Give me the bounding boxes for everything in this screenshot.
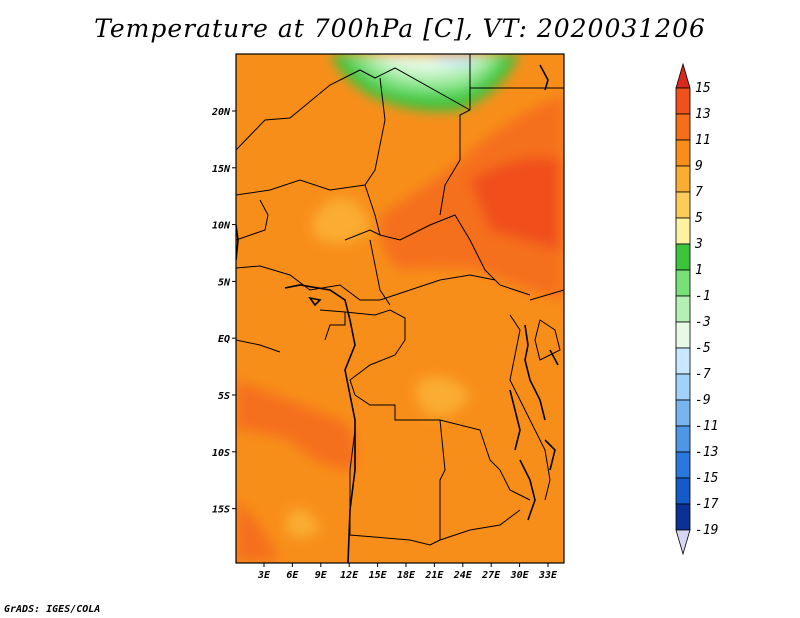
lat-tick-label: 20N <box>211 107 231 118</box>
colorbar-segment <box>675 321 691 349</box>
map-frame <box>235 53 565 564</box>
colorbar-label: -9 <box>695 393 711 408</box>
lat-tick-label: 10N <box>212 221 231 232</box>
colorbar-segment <box>675 217 691 245</box>
colorbar-segment <box>675 139 691 167</box>
colorbar-segment <box>675 503 691 531</box>
credit-label: GrADS: IGES/COLA <box>4 604 101 615</box>
colorbar-label: -1 <box>695 289 711 304</box>
lon-tick-label: 33E <box>538 570 558 581</box>
lon-tick-label: 18E <box>397 570 416 581</box>
colorbar-segment <box>675 87 691 115</box>
colorbar-label: 15 <box>695 81 711 96</box>
colorbar-segment <box>675 347 691 375</box>
lat-tick-label: 10S <box>212 448 230 459</box>
colorbar-label: -19 <box>695 523 718 538</box>
colorbar-segment <box>675 451 691 479</box>
lon-tick-label: 9E <box>315 570 328 581</box>
lat-tick-label: EQ <box>218 334 230 345</box>
colorbar-label: -3 <box>695 315 711 330</box>
colorbar-label: -13 <box>695 445 718 460</box>
colorbar-label: 5 <box>695 211 703 226</box>
lon-tick-label: 6E <box>286 570 299 581</box>
lon-tick-label: 27E <box>481 570 501 581</box>
lon-tick-label: 12E <box>340 570 359 581</box>
coastlines <box>236 64 559 563</box>
colorbar-segment <box>675 113 691 141</box>
country-boundaries <box>236 54 564 546</box>
colorbar-segment <box>675 269 691 297</box>
colorbar-upper-cap <box>675 62 691 89</box>
lon-tick-label: 15E <box>369 570 388 581</box>
colorbar-label: 3 <box>694 237 703 252</box>
colorbar-label: -11 <box>695 419 718 434</box>
colorbar: 15 13 11 9 7 5 3 1 -1 -3 -5 -7 -9 -11 -13 -15 -17 -19 <box>675 62 719 556</box>
colorbar-label: 1 <box>695 263 703 278</box>
chart-title: Temperature at 700hPa [C], VT: 202003120… <box>94 14 706 43</box>
colorbar-segment <box>675 399 691 427</box>
colorbar-label: 7 <box>695 185 703 200</box>
lat-tick-label: 5S <box>218 391 230 402</box>
lon-tick-label: 24E <box>453 570 473 581</box>
colorbar-segment <box>675 295 691 323</box>
lon-tick-label: 30E <box>510 570 530 581</box>
colorbar-segment <box>675 165 691 193</box>
temperature-field <box>236 54 564 563</box>
colorbar-label: 9 <box>695 159 703 174</box>
lat-tick-label: 15S <box>212 505 230 516</box>
lon-tick-label: 21E <box>424 570 444 581</box>
colorbar-label: -7 <box>695 367 711 382</box>
colorbar-label: -17 <box>695 497 719 512</box>
latitude-axis: 20N 15N 10N 5N EQ 5S 10S 15S <box>211 107 236 516</box>
colorbar-label: -15 <box>695 471 719 486</box>
colorbar-label: 13 <box>695 107 711 122</box>
colorbar-lower-cap <box>675 529 691 556</box>
longitude-axis: 3E 6E 9E 12E 15E 18E 21E 24E 27E 30E 33E <box>257 563 558 581</box>
colorbar-segment <box>675 373 691 401</box>
lat-tick-label: 5N <box>218 277 231 288</box>
colorbar-label: 11 <box>695 133 711 148</box>
colorbar-segment <box>675 243 691 271</box>
colorbar-label: -5 <box>695 341 711 356</box>
lon-tick-label: 3E <box>257 570 271 581</box>
colorbar-segment <box>675 477 691 505</box>
colorbar-segment <box>675 425 691 453</box>
lat-tick-label: 15N <box>212 164 231 175</box>
colorbar-segment <box>675 191 691 219</box>
